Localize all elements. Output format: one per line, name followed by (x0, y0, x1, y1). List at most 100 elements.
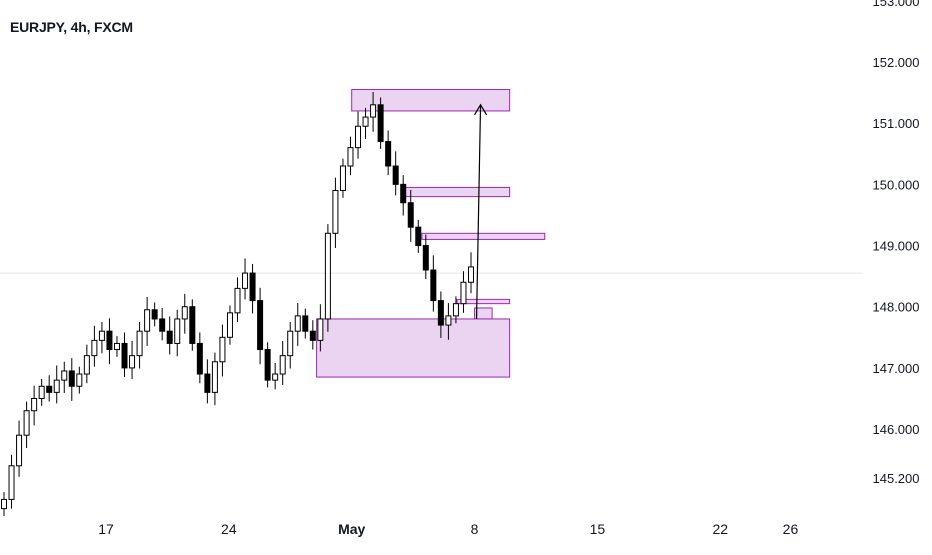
candle (249, 263, 256, 314)
y-tick-label: 146.000 (873, 422, 920, 437)
candle-body (355, 125, 362, 149)
candle (392, 151, 399, 196)
candle-body (287, 330, 294, 357)
zone-1[interactable] (403, 186, 511, 198)
candle-body (257, 300, 264, 351)
candle-body (8, 465, 15, 500)
candle-body (422, 245, 429, 271)
candle-body (91, 339, 98, 357)
candle-body (196, 342, 203, 375)
candle (452, 296, 459, 324)
candle (468, 252, 474, 294)
candle-body (226, 312, 233, 338)
candle (370, 91, 377, 132)
candle (23, 401, 30, 449)
candle-body (302, 315, 309, 332)
candle (294, 303, 301, 346)
candle-body (377, 104, 384, 143)
candle-body (362, 116, 369, 127)
zone-0[interactable] (351, 89, 511, 112)
zone-2[interactable] (421, 232, 546, 240)
arrow-layer (474, 103, 488, 319)
candle (287, 322, 294, 369)
candle-body (219, 336, 226, 363)
y-tick-label: 149.000 (873, 239, 920, 254)
zone-5[interactable] (316, 318, 511, 378)
candle (76, 366, 83, 394)
y-tick-label: 152.000 (873, 55, 920, 70)
candle-body (76, 373, 83, 387)
candle-body (385, 141, 392, 167)
candle (16, 420, 23, 477)
y-tick-label: 153.000 (873, 0, 920, 9)
candle-body (468, 266, 474, 283)
zone-layer (316, 89, 546, 378)
candle (31, 385, 38, 426)
candle (181, 293, 188, 334)
candle-body (400, 183, 407, 204)
candle (415, 219, 422, 253)
candle (242, 258, 249, 300)
x-tick-label: 22 (712, 521, 728, 537)
candle-body (249, 272, 256, 302)
y-tick-label: 150.000 (873, 177, 920, 192)
x-tick-label: 8 (471, 521, 479, 537)
candle (136, 322, 143, 369)
candle (385, 130, 392, 176)
candle-layer (1, 91, 474, 516)
candle-body (181, 306, 188, 320)
candle (1, 492, 7, 516)
candle (460, 271, 467, 313)
candle-body (189, 306, 196, 344)
candle (430, 255, 437, 312)
candle (113, 336, 120, 357)
candle (151, 302, 158, 327)
candle-body (370, 104, 377, 118)
candle (83, 344, 90, 384)
candle-body (68, 370, 75, 387)
candle-body (242, 272, 249, 289)
y-axis: 153.000 152.000 151.000 150.000 149.000 148.0… (873, 0, 920, 486)
candle-body (204, 373, 211, 393)
candle (174, 309, 181, 357)
candle-body (53, 379, 60, 393)
y-tick-label: 147.000 (873, 361, 920, 376)
candle-body (452, 303, 459, 317)
candle-body (279, 355, 286, 375)
candle (219, 324, 226, 377)
candle (362, 107, 369, 140)
candle-body (430, 269, 437, 302)
candle (377, 97, 384, 149)
candle (159, 307, 166, 341)
candle (129, 340, 136, 379)
candle (234, 277, 241, 323)
candle (106, 318, 113, 365)
candle-body (61, 370, 68, 381)
y-tick-label: 151.000 (873, 116, 920, 131)
candle-body (445, 315, 452, 326)
x-tick-label: 17 (98, 521, 114, 537)
projection-arrow-shaft[interactable] (475, 104, 482, 319)
candle (211, 352, 218, 406)
candle (279, 340, 286, 386)
candle-body (83, 355, 90, 375)
candle (226, 305, 233, 345)
candle (91, 325, 98, 367)
candle (400, 175, 407, 216)
candle (257, 287, 264, 365)
candle (144, 296, 151, 346)
candle-body (264, 349, 271, 381)
candle-body (174, 318, 181, 344)
chart-title: EURJPY, 4h, FXCM (10, 19, 133, 35)
candle (437, 291, 444, 338)
candle (272, 363, 279, 390)
zone-3[interactable] (456, 298, 511, 305)
candle (53, 365, 60, 404)
candle (445, 303, 452, 340)
candle-body (1, 498, 7, 510)
candle-body (407, 202, 414, 228)
x-tick-label: 26 (783, 521, 799, 537)
projection-arrow-head (474, 103, 488, 116)
candle (407, 189, 414, 242)
